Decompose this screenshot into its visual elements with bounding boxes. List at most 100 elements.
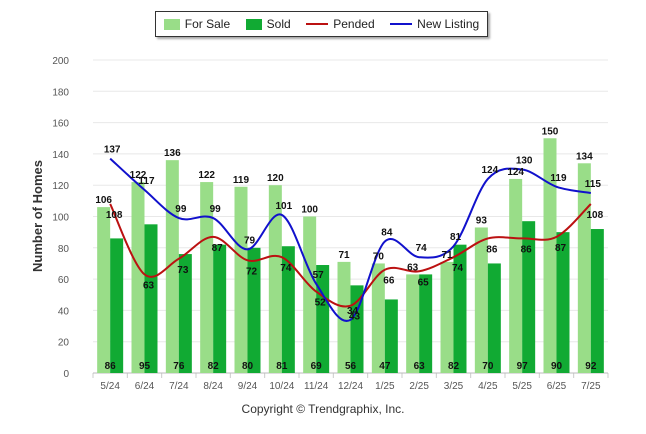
bar-for-sale [97,207,111,373]
data-label-sold: 80 [242,361,254,372]
bar-sold [213,244,227,373]
data-label-sold: 70 [482,361,494,372]
legend-item-for-sale[interactable]: For Sale [163,17,231,31]
bar-sold [110,238,124,373]
data-label-new-listing: 74 [416,243,428,254]
x-tick-label: 5/25 [512,381,532,392]
bar-sold [590,229,604,373]
bar-sold [453,244,467,373]
data-label-new-listing: 130 [516,156,533,167]
legend-label-for-sale: For Sale [184,17,231,31]
x-tick-label: 7/24 [169,381,189,392]
data-label-new-listing: 99 [175,204,187,215]
bar-for-sale [509,178,523,373]
data-label-for-sale: 122 [198,170,215,181]
bar-for-sale [543,138,557,373]
bar-for-sale [406,274,420,373]
data-label-new-listing: 81 [450,232,462,243]
x-tick-label: 12/24 [338,381,363,392]
data-label-new-listing: 101 [275,201,292,212]
legend-item-sold[interactable]: Sold [245,17,291,31]
data-label-sold: 47 [379,361,391,372]
bar-sold [247,247,261,373]
legend-label-pended: Pended [333,17,375,31]
data-label-for-sale: 70 [373,251,385,262]
bar-sold [350,285,364,373]
y-tick-label: 140 [52,150,69,161]
data-label-sold: 69 [311,361,323,372]
data-label-pended: 74 [452,263,464,274]
y-tick-label: 120 [52,181,69,192]
data-label-pended: 108 [586,210,603,221]
data-label-pended: 63 [143,280,155,291]
data-label-sold: 90 [551,361,563,372]
for-sale-swatch [163,18,180,30]
data-label-pended: 43 [349,312,361,323]
data-label-for-sale: 93 [476,215,488,226]
data-label-pended: 86 [521,244,533,255]
data-label-pended: 66 [383,276,395,287]
x-tick-label: 9/24 [238,381,258,392]
bar-sold [522,221,536,373]
data-label-for-sale: 100 [301,205,318,216]
data-label-for-sale: 122 [130,170,147,181]
data-label-pended: 86 [486,244,498,255]
bar-for-sale [371,263,385,373]
data-label-for-sale: 124 [507,167,524,178]
x-tick-label: 6/25 [547,381,567,392]
x-tick-label: 6/24 [135,381,155,392]
data-label-sold: 86 [105,361,117,372]
data-label-new-listing: 115 [585,179,602,190]
x-tick-label: 8/24 [203,381,223,392]
data-label-new-listing: 79 [244,235,256,246]
bar-for-sale [337,261,351,373]
legend-item-new-listing[interactable]: New Listing [390,17,479,31]
bar-for-sale [165,160,179,373]
data-label-new-listing: 124 [481,165,498,176]
bar-sold [316,265,330,373]
data-label-new-listing: 34 [347,306,359,317]
y-tick-label: 180 [52,87,69,98]
data-label-pended: 108 [106,210,123,221]
copyright-text: Copyright © Trendgraphix, Inc. [241,402,405,416]
y-tick-label: 40 [58,306,70,317]
y-axis-label: Number of Homes [30,160,45,272]
bar-for-sale [131,182,145,373]
data-label-sold: 97 [517,361,529,372]
bar-sold [556,232,570,373]
data-label-sold: 95 [139,361,151,372]
data-label-sold: 82 [448,361,460,372]
legend: For Sale Sold Pended New Listing [155,11,488,37]
bar-sold [419,274,433,373]
bar-sold [178,254,192,373]
legend-item-pended[interactable]: Pended [306,17,375,31]
y-tick-label: 0 [63,369,69,380]
data-label-for-sale: 120 [267,173,284,184]
x-tick-label: 4/25 [478,381,498,392]
data-label-for-sale: 150 [542,126,559,137]
data-label-sold: 81 [276,361,288,372]
data-label-new-listing: 117 [138,176,155,187]
data-label-sold: 82 [208,361,220,372]
data-label-sold: 92 [585,361,597,372]
data-label-new-listing: 119 [550,173,567,184]
pended-swatch [306,23,329,25]
legend-label-sold: Sold [266,17,291,31]
data-label-new-listing: 137 [104,145,121,156]
data-label-sold: 56 [345,361,357,372]
data-label-pended: 87 [555,243,567,254]
x-tick-label: 11/24 [304,381,329,392]
data-label-new-listing: 84 [381,228,393,239]
data-label-pended: 87 [212,243,224,254]
x-tick-label: 7/25 [581,381,601,392]
x-tick-label: 2/25 [409,381,429,392]
bar-for-sale [234,186,248,373]
data-label-pended: 72 [246,266,258,277]
new-listing-swatch [390,23,413,25]
data-label-for-sale: 119 [233,175,250,186]
data-label-pended: 52 [315,298,327,309]
y-tick-label: 100 [52,213,69,224]
bar-sold [384,299,398,373]
x-tick-label: 1/25 [375,381,395,392]
